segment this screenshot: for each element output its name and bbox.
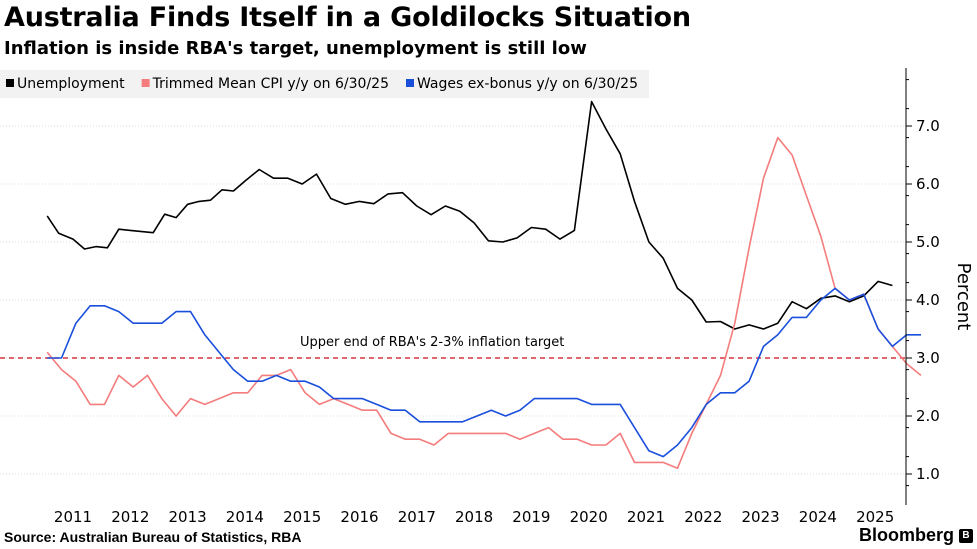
x-tick-label: 2025: [856, 508, 894, 526]
y-tick-label: 5.0: [916, 233, 940, 251]
x-tick-label: 2023: [742, 508, 780, 526]
x-axis: 2011 2012 2013 2014 2015 2016 2017 2018 2019 2020…: [54, 508, 894, 526]
reference-line-group: Upper end of RBA's 2-3% inflation target: [0, 335, 906, 359]
y-axis: 1.0 2.0 3.0 4.0 5.0 6.0 7.0 Percent: [905, 68, 974, 505]
reference-line-label: Upper end of RBA's 2-3% inflation target: [300, 335, 564, 350]
legend-label: Wages ex-bonus y/y on 6/30/25: [417, 76, 638, 92]
legend: Unemployment Trimmed Mean CPI y/y on 6/30…: [0, 70, 649, 98]
series-line-2: [46, 136, 922, 469]
x-tick-label: 2012: [111, 508, 149, 526]
y-tick-label: 1.0: [916, 465, 940, 483]
bloomberg-logo: Bloomberg B: [859, 525, 973, 546]
x-tick-label: 2011: [54, 508, 92, 526]
series-line-3: [47, 287, 921, 458]
x-tick-label: 2015: [283, 508, 321, 526]
legend-swatch: [141, 79, 150, 87]
chart-title: Australia Finds Itself in a Goldilocks S…: [4, 2, 691, 33]
x-tick-label: 2022: [684, 508, 722, 526]
x-tick-label: 2020: [570, 508, 608, 526]
x-tick-label: 2016: [340, 508, 378, 526]
y-tick-label: 3.0: [916, 349, 940, 367]
bloomberg-mark-icon: B: [959, 528, 973, 543]
x-tick-label: 2024: [799, 508, 837, 526]
x-tick-label: 2017: [398, 508, 436, 526]
x-tick-label: 2021: [627, 508, 665, 526]
legend-label: Unemployment: [17, 76, 125, 92]
brand-label: Bloomberg: [858, 525, 954, 545]
source-note: Source: Australian Bureau of Statistics,…: [4, 529, 302, 545]
y-tick-label: 7.0: [916, 117, 940, 135]
legend-swatch: [405, 79, 414, 87]
series-line-1: [46, 100, 893, 330]
y-tick-label: 2.0: [916, 407, 940, 425]
y-tick-label: 6.0: [916, 175, 940, 193]
legend-swatch: [6, 79, 14, 87]
y-tick-label: 4.0: [916, 291, 940, 309]
legend-background: [0, 70, 649, 98]
chart-subtitle: Inflation is inside RBA's target, unempl…: [4, 38, 587, 59]
x-tick-label: 2014: [226, 508, 264, 526]
series-lines: [46, 100, 922, 469]
y-axis-label: Percent: [953, 263, 974, 331]
x-tick-label: 2013: [169, 508, 207, 526]
legend-label: Trimmed Mean CPI y/y on 6/30/25: [152, 76, 389, 92]
x-tick-label: 2018: [455, 508, 493, 526]
x-tick-label: 2019: [512, 508, 550, 526]
